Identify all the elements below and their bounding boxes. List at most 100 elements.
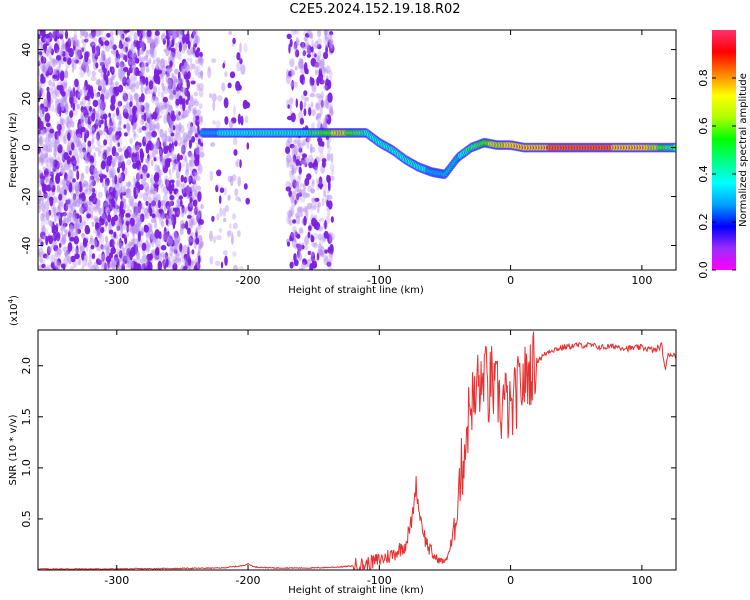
noise-blob xyxy=(145,102,150,109)
noise-blob xyxy=(311,260,317,269)
noise-blob xyxy=(300,195,306,203)
noise-blob xyxy=(191,177,197,183)
noise-blob xyxy=(120,240,124,247)
noise-blob xyxy=(56,237,60,243)
noise-blob xyxy=(99,245,105,251)
noise-blob xyxy=(123,124,126,129)
noise-blob xyxy=(54,250,58,260)
noise-blob xyxy=(194,258,199,265)
noise-blob xyxy=(91,112,96,122)
noise-blob xyxy=(54,144,59,153)
noise-blob xyxy=(120,35,124,40)
noise-blob xyxy=(147,196,152,204)
noise-blob xyxy=(59,31,66,37)
noise-blob xyxy=(117,44,122,49)
noise-blob xyxy=(173,140,178,147)
noise-blob xyxy=(307,231,311,239)
noise-blob xyxy=(140,41,145,47)
noise-blob xyxy=(110,49,116,55)
noise-blob xyxy=(124,103,130,113)
noise-blob xyxy=(185,220,189,230)
noise-blob xyxy=(141,62,147,68)
noise-blob xyxy=(304,177,310,187)
noise-blob xyxy=(324,30,327,40)
noise-blob xyxy=(191,108,197,115)
noise-blob xyxy=(43,153,49,164)
noise-blob xyxy=(187,70,191,80)
noise-blob xyxy=(227,175,233,183)
noise-blob xyxy=(176,199,181,204)
noise-blob xyxy=(123,67,129,72)
noise-blob xyxy=(226,230,231,238)
noise-blob xyxy=(160,91,165,99)
noise-blob xyxy=(117,172,123,182)
noise-blob xyxy=(101,244,106,249)
colorbar-tick-label: 0.8 xyxy=(697,69,710,87)
noise-blob xyxy=(303,215,307,226)
noise-blob xyxy=(231,174,237,182)
noise-blob xyxy=(103,184,108,193)
noise-blob xyxy=(79,143,83,153)
noise-blob xyxy=(136,251,141,261)
noise-blob xyxy=(138,220,142,225)
noise-blob xyxy=(185,169,190,176)
noise-blob xyxy=(317,179,324,185)
noise-blob xyxy=(197,56,204,66)
noise-blob xyxy=(103,55,107,65)
noise-blob xyxy=(168,94,174,101)
noise-blob xyxy=(216,235,222,241)
noise-blob xyxy=(112,112,116,117)
noise-blob xyxy=(45,158,49,167)
noise-blob xyxy=(59,84,64,95)
noise-blob xyxy=(94,92,100,98)
noise-blob xyxy=(95,113,98,121)
noise-blob xyxy=(299,100,303,112)
noise-blob xyxy=(288,43,291,54)
noise-blob xyxy=(97,106,101,113)
noise-blob xyxy=(52,231,57,242)
noise-blob xyxy=(120,223,124,234)
noise-blob xyxy=(101,174,107,179)
noise-blob xyxy=(153,173,160,183)
noise-blob xyxy=(187,129,191,139)
noise-blob xyxy=(49,156,55,167)
noise-blob xyxy=(160,244,167,251)
noise-blob xyxy=(293,81,298,88)
noise-blob xyxy=(185,33,190,45)
noise-blob xyxy=(176,153,181,163)
noise-blob xyxy=(84,96,89,101)
noise-blob xyxy=(91,265,96,270)
noise-blob xyxy=(303,78,306,85)
noise-blob xyxy=(103,71,107,81)
colorbar-tick-label: 0.6 xyxy=(697,117,710,135)
noise-blob xyxy=(79,206,84,214)
noise-blob xyxy=(117,100,121,107)
noise-blob xyxy=(111,74,115,81)
noise-blob xyxy=(150,159,154,167)
noise-blob xyxy=(183,61,190,72)
noise-blob xyxy=(40,107,46,113)
noise-blob xyxy=(181,204,185,214)
noise-blob xyxy=(42,166,46,171)
noise-blob xyxy=(163,85,169,95)
noise-blob xyxy=(123,184,126,193)
noise-blob xyxy=(74,247,78,254)
noise-blob xyxy=(328,251,334,258)
noise-blob xyxy=(120,186,126,195)
noise-blob xyxy=(96,199,101,206)
noise-blob xyxy=(329,175,335,181)
noise-blob xyxy=(100,71,105,78)
noise-blob xyxy=(115,49,119,59)
noise-blob xyxy=(285,186,291,192)
noise-blob xyxy=(82,85,87,91)
noise-blob xyxy=(178,122,182,131)
noise-blob xyxy=(38,247,44,257)
noise-blob xyxy=(38,104,42,114)
noise-blob xyxy=(227,194,231,201)
noise-blob xyxy=(59,171,63,177)
noise-blob xyxy=(46,49,50,58)
noise-blob xyxy=(97,78,100,85)
noise-blob xyxy=(104,235,109,243)
noise-blob xyxy=(196,82,200,92)
noise-blob xyxy=(124,46,128,53)
